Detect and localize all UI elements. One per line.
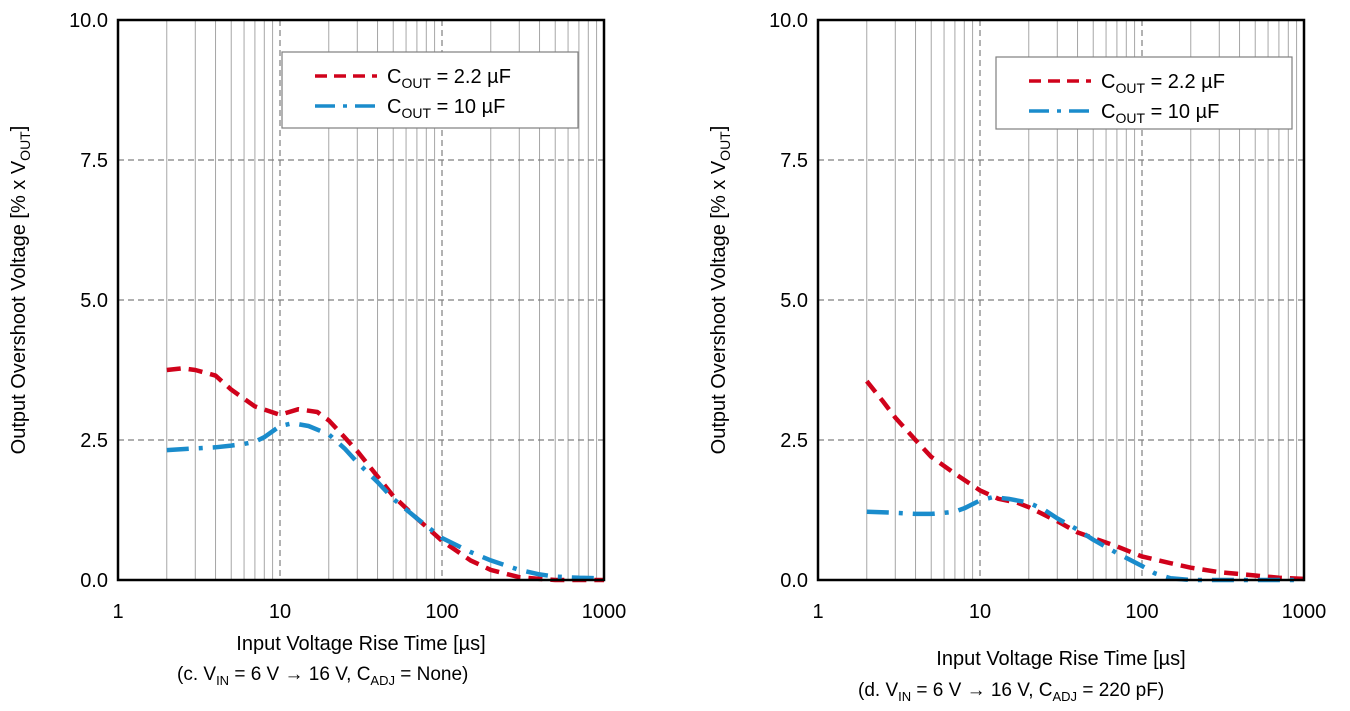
- chart-c-svg: 0.0 2.5 5.0 7.5 10.0 1 10 100 1000 Input Voltage …: [8, 10, 627, 655]
- y-tick-label: 2.5: [780, 430, 808, 452]
- y-tick-label: 0.0: [780, 570, 808, 592]
- y-tick-label: 5.0: [80, 290, 108, 312]
- legend-label-main: C: [1101, 101, 1115, 123]
- plot-frame: [116, 18, 606, 582]
- legend-label-2: COUT = 10 µF: [1101, 101, 1219, 126]
- legend-label-sub: OUT: [1115, 110, 1145, 126]
- y-axis-label-main: Output Overshoot Voltage [% x V: [708, 160, 730, 454]
- legend-label-1: COUT = 2.2 µF: [387, 66, 511, 91]
- legend-label-sub: OUT: [1115, 80, 1145, 96]
- legend-label-value: = 10 µF: [1145, 101, 1219, 123]
- grid: [818, 20, 1304, 580]
- legend-label-value: = 10 µF: [431, 96, 505, 118]
- y-tick-label: 2.5: [80, 430, 108, 452]
- y-tick-label: 7.5: [80, 150, 108, 172]
- y-axis-label-main: Output Overshoot Voltage [% x V: [8, 160, 30, 454]
- y-axis-label-sub: OUT: [717, 131, 733, 161]
- y-axis-label: Output Overshoot Voltage [% x VOUT]: [708, 126, 733, 455]
- legend-label-main: C: [387, 96, 401, 118]
- series-line-1: [166, 366, 604, 583]
- chart-d-caption: (d. VIN = 6 V → 16 V, CADJ = 220 pF): [858, 680, 1165, 704]
- chart-panel-d: 0.0 2.5 5.0 7.5 10.0 1 10 100 1000 Input Voltage …: [700, 0, 1350, 711]
- y-axis-label: Output Overshoot Voltage [% x VOUT]: [8, 126, 33, 455]
- y-axis-label-sub: OUT: [17, 131, 33, 161]
- series-line-2: [866, 494, 1304, 583]
- x-tick-label: 1000: [1282, 601, 1327, 623]
- series-line-2: [166, 420, 605, 581]
- x-tick-label: 1: [812, 601, 823, 623]
- y-axis-label-end: ]: [708, 126, 730, 132]
- legend-label-main: C: [1101, 71, 1115, 93]
- plot-frame: [816, 18, 1306, 582]
- x-tick-label: 10: [269, 601, 291, 623]
- x-axis-label: Input Voltage Rise Time [µs]: [936, 648, 1185, 670]
- y-tick-label: 10.0: [69, 10, 108, 32]
- chart-c-caption: (c. VIN = 6 V → 16 V, CADJ = None): [177, 664, 469, 688]
- legend-label-value: = 2.2 µF: [1145, 71, 1225, 93]
- y-tick-label: 0.0: [80, 570, 108, 592]
- x-tick-label: 100: [1125, 601, 1158, 623]
- x-tick-label: 100: [425, 601, 458, 623]
- legend-label-sub: OUT: [401, 105, 431, 121]
- y-tick-label: 5.0: [780, 290, 808, 312]
- x-tick-label: 10: [969, 601, 991, 623]
- y-tick-label: 7.5: [780, 150, 808, 172]
- legend-label-1: COUT = 2.2 µF: [1101, 71, 1225, 96]
- chart-panel-c: 0.0 2.5 5.0 7.5 10.0 1 10 100 1000 Input Voltage …: [8, 10, 627, 688]
- legend-label-value: = 2.2 µF: [431, 66, 511, 88]
- legend-box: [995, 56, 1293, 130]
- series-line-1: [865, 379, 1305, 582]
- legend-label-main: C: [387, 66, 401, 88]
- y-axis-label-end: ]: [8, 126, 30, 132]
- legend-label-2: COUT = 10 µF: [387, 96, 505, 121]
- legend-box: [281, 51, 579, 129]
- x-axis-label: Input Voltage Rise Time [µs]: [236, 633, 485, 655]
- legend-label-sub: OUT: [401, 75, 431, 91]
- y-tick-label: 10.0: [769, 10, 808, 32]
- x-tick-label: 1: [112, 601, 123, 623]
- chart-d-svg: 0.0 2.5 5.0 7.5 10.0 1 10 100 1000 Input Voltage …: [708, 10, 1327, 670]
- x-tick-label: 1000: [582, 601, 627, 623]
